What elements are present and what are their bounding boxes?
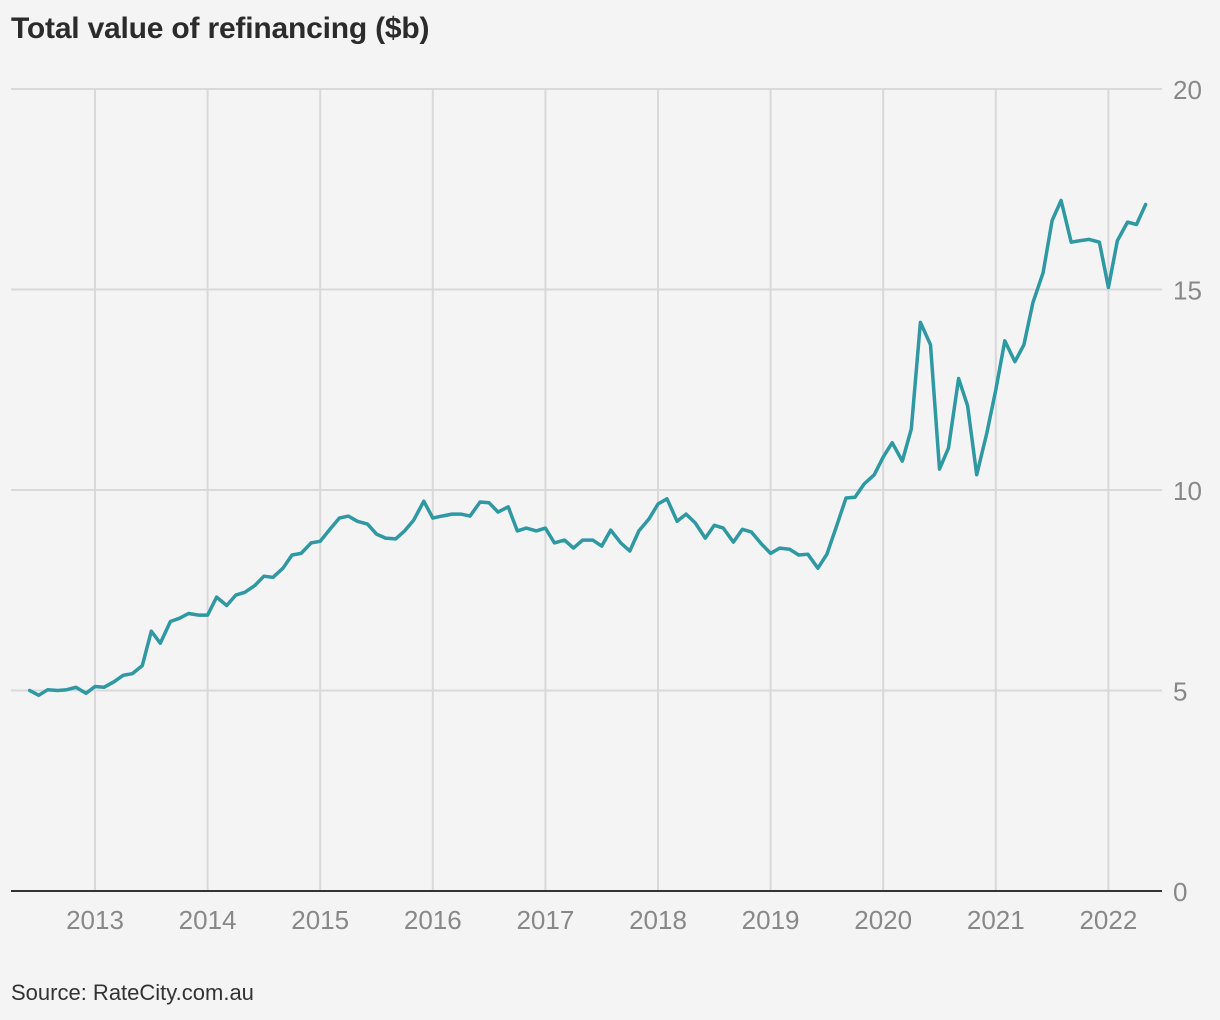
x-tick-label: 2017 [516,905,574,935]
y-tick-label: 10 [1173,476,1202,506]
x-tick-label: 2016 [404,905,462,935]
y-tick-label: 20 [1173,75,1202,105]
y-axis-ticks: 0 5 10 15 20 [1173,75,1202,907]
y-tick-label: 0 [1173,877,1187,907]
x-tick-label: 2015 [291,905,349,935]
x-tick-label: 2014 [179,905,237,935]
x-axis-ticks: 2013 2014 2015 2016 2017 2018 2019 2020 2021 2022 [66,905,1137,935]
y-tick-label: 5 [1173,677,1187,707]
series-layer [27,198,1148,698]
x-tick-label: 2021 [967,905,1025,935]
gridlines [11,88,1162,891]
x-tick-label: 2013 [66,905,124,935]
chart-title: Total value of refinancing ($b) [11,12,430,45]
x-tick-label: 2020 [854,905,912,935]
source-note: Source: RateCity.com.au [11,980,254,1005]
x-tick-label: 2019 [742,905,800,935]
x-tick-label: 2018 [629,905,687,935]
series-line [27,198,1148,698]
x-tick-label: 2022 [1079,905,1137,935]
y-tick-label: 15 [1173,276,1202,306]
